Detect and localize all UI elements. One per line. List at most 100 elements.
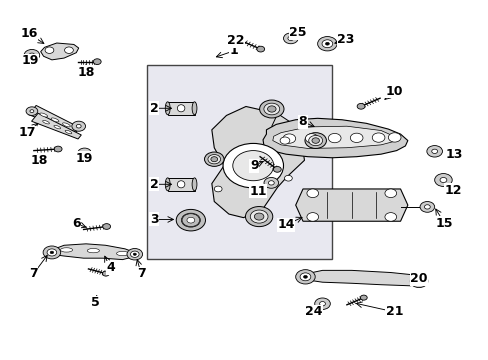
Bar — [147, 65, 331, 259]
Circle shape — [356, 103, 364, 109]
Circle shape — [439, 177, 446, 183]
Circle shape — [232, 150, 273, 181]
Text: 18: 18 — [31, 154, 48, 167]
Circle shape — [284, 175, 292, 181]
Text: 22: 22 — [226, 34, 244, 48]
Circle shape — [82, 151, 87, 155]
Circle shape — [319, 302, 325, 306]
Circle shape — [308, 135, 322, 146]
Circle shape — [283, 134, 295, 143]
Text: 14: 14 — [277, 218, 294, 231]
Circle shape — [426, 145, 442, 157]
Text: 25: 25 — [289, 27, 306, 40]
Ellipse shape — [177, 181, 184, 188]
Circle shape — [45, 47, 54, 53]
Circle shape — [311, 138, 319, 143]
Text: 10: 10 — [385, 85, 403, 98]
Text: 3: 3 — [150, 213, 158, 226]
Circle shape — [325, 42, 329, 45]
Circle shape — [305, 133, 326, 148]
Circle shape — [434, 174, 451, 186]
Circle shape — [371, 133, 384, 142]
Polygon shape — [271, 114, 314, 145]
Circle shape — [250, 210, 267, 223]
Text: 18: 18 — [77, 66, 95, 79]
Circle shape — [419, 202, 434, 212]
Text: 24: 24 — [305, 306, 322, 319]
Circle shape — [303, 275, 307, 278]
Circle shape — [322, 40, 332, 48]
Ellipse shape — [42, 121, 49, 124]
Circle shape — [102, 271, 109, 276]
Polygon shape — [52, 244, 135, 260]
Circle shape — [256, 46, 264, 52]
Circle shape — [127, 248, 142, 260]
Text: 17: 17 — [19, 126, 36, 139]
Ellipse shape — [116, 251, 128, 256]
Text: 20: 20 — [409, 272, 427, 285]
Circle shape — [26, 107, 38, 116]
Circle shape — [267, 106, 276, 112]
Polygon shape — [302, 270, 424, 286]
Ellipse shape — [51, 118, 59, 122]
Circle shape — [50, 251, 54, 254]
Circle shape — [305, 134, 318, 143]
Ellipse shape — [65, 130, 72, 134]
Text: 9: 9 — [249, 159, 258, 172]
Circle shape — [328, 134, 340, 143]
Circle shape — [273, 167, 281, 172]
Circle shape — [176, 210, 205, 231]
Circle shape — [185, 216, 196, 224]
Text: 8: 8 — [298, 116, 306, 129]
Circle shape — [424, 205, 429, 209]
Bar — [167, 178, 194, 191]
Ellipse shape — [54, 125, 61, 129]
Circle shape — [214, 186, 222, 192]
Text: 7: 7 — [29, 267, 38, 280]
Circle shape — [54, 146, 62, 152]
Circle shape — [72, 121, 85, 131]
Text: 16: 16 — [20, 27, 38, 40]
Polygon shape — [272, 126, 395, 148]
Circle shape — [287, 36, 293, 41]
Circle shape — [210, 157, 217, 162]
Ellipse shape — [177, 105, 184, 112]
Circle shape — [384, 189, 396, 198]
Bar — [167, 102, 194, 115]
Circle shape — [431, 149, 437, 153]
Polygon shape — [29, 105, 80, 132]
Text: 7: 7 — [137, 267, 145, 280]
Circle shape — [24, 49, 40, 61]
Polygon shape — [263, 118, 407, 158]
Polygon shape — [211, 107, 304, 218]
Text: 23: 23 — [337, 33, 354, 46]
Circle shape — [182, 214, 199, 226]
Ellipse shape — [87, 248, 99, 253]
Text: 21: 21 — [385, 306, 403, 319]
Circle shape — [245, 207, 272, 226]
Polygon shape — [41, 43, 79, 60]
Circle shape — [349, 133, 362, 143]
Text: 5: 5 — [91, 296, 100, 309]
Ellipse shape — [61, 248, 73, 252]
Circle shape — [413, 278, 423, 285]
Circle shape — [306, 189, 318, 198]
Circle shape — [130, 251, 139, 257]
Text: 4: 4 — [106, 261, 115, 274]
Circle shape — [47, 249, 57, 256]
Circle shape — [306, 213, 318, 221]
Circle shape — [186, 217, 194, 223]
Text: 2: 2 — [150, 102, 158, 115]
Text: 19: 19 — [76, 152, 93, 165]
Circle shape — [181, 213, 200, 227]
Text: 13: 13 — [445, 148, 462, 161]
Circle shape — [133, 253, 136, 255]
Circle shape — [280, 137, 289, 144]
Ellipse shape — [165, 102, 170, 115]
Circle shape — [259, 100, 284, 118]
Circle shape — [43, 246, 61, 259]
Ellipse shape — [62, 123, 70, 127]
Text: 15: 15 — [435, 216, 452, 230]
Text: 6: 6 — [72, 217, 81, 230]
Circle shape — [387, 133, 400, 142]
